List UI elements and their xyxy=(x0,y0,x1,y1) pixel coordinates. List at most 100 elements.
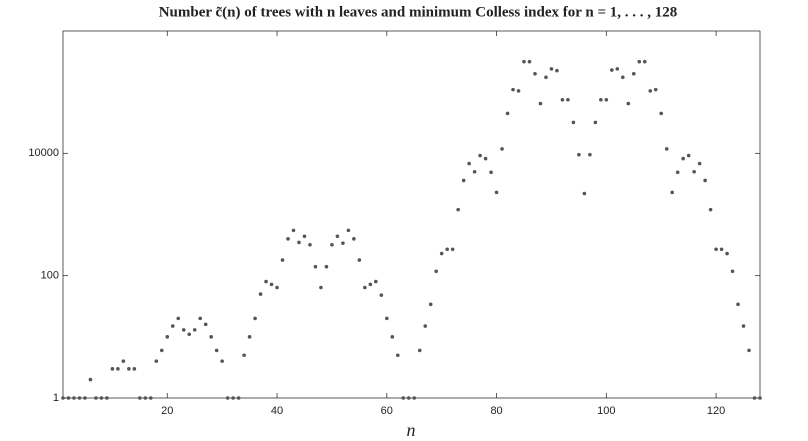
point xyxy=(500,147,504,151)
point xyxy=(582,191,587,196)
point xyxy=(346,228,351,233)
point xyxy=(242,353,246,358)
point xyxy=(406,396,411,400)
point xyxy=(483,156,488,161)
point xyxy=(401,396,406,400)
point xyxy=(110,367,115,371)
point xyxy=(555,68,559,73)
point xyxy=(571,120,576,125)
point xyxy=(538,101,543,106)
point xyxy=(105,396,109,400)
x-tick-label: 20 xyxy=(161,405,173,417)
x-tick-label: 60 xyxy=(381,405,393,417)
point xyxy=(489,170,493,175)
point xyxy=(456,207,460,212)
point xyxy=(708,207,713,212)
point xyxy=(653,87,658,92)
point xyxy=(686,153,691,158)
point xyxy=(275,285,279,290)
point xyxy=(313,264,318,269)
point xyxy=(670,190,674,195)
point xyxy=(730,269,735,274)
point xyxy=(703,178,707,183)
point xyxy=(214,348,219,353)
point xyxy=(681,156,685,161)
point xyxy=(588,152,592,157)
point xyxy=(170,324,175,328)
x-axis-label: n xyxy=(407,420,416,440)
point xyxy=(374,279,378,284)
point xyxy=(642,59,647,64)
point xyxy=(127,367,131,371)
point xyxy=(566,98,570,102)
chart-title: Number c̃(n) of trees with n leaves and … xyxy=(159,4,678,20)
point xyxy=(417,348,422,353)
point xyxy=(719,247,724,252)
point xyxy=(138,396,142,400)
point xyxy=(72,396,76,400)
point xyxy=(225,396,230,400)
point xyxy=(697,161,702,166)
point xyxy=(280,258,285,262)
point xyxy=(181,328,186,332)
point xyxy=(258,292,263,296)
point xyxy=(395,353,400,358)
point xyxy=(231,396,235,400)
point xyxy=(143,396,148,400)
point xyxy=(302,234,307,239)
point xyxy=(631,71,636,76)
point xyxy=(560,98,565,102)
y-tick-label: 10000 xyxy=(28,147,59,159)
point xyxy=(341,241,345,245)
point xyxy=(330,242,334,247)
x-tick-label: 40 xyxy=(271,405,283,417)
point xyxy=(736,302,740,307)
point xyxy=(664,147,669,151)
point xyxy=(368,282,373,287)
point xyxy=(758,396,762,400)
point xyxy=(533,71,537,76)
point xyxy=(198,316,203,321)
point xyxy=(149,396,153,400)
point xyxy=(461,178,466,183)
point xyxy=(77,396,82,400)
point xyxy=(527,59,532,64)
point xyxy=(352,237,356,241)
point xyxy=(604,98,609,102)
point xyxy=(752,396,757,400)
point xyxy=(648,89,653,93)
point xyxy=(714,247,718,252)
x-tick-label: 120 xyxy=(707,405,725,417)
point xyxy=(450,247,455,252)
point xyxy=(385,316,389,321)
point xyxy=(599,98,603,102)
point xyxy=(412,396,417,400)
y-tick-label: 1 xyxy=(53,392,59,404)
point xyxy=(511,87,515,92)
point xyxy=(620,75,625,80)
point xyxy=(357,258,362,262)
point xyxy=(264,279,268,284)
point xyxy=(253,316,257,321)
point xyxy=(390,335,395,339)
point xyxy=(610,68,614,72)
point xyxy=(505,111,510,116)
point xyxy=(159,348,164,353)
point xyxy=(549,67,554,71)
point xyxy=(291,228,296,233)
point xyxy=(154,359,159,363)
point xyxy=(286,237,290,241)
point xyxy=(692,169,696,174)
y-tick-label: 100 xyxy=(41,270,59,282)
point xyxy=(747,348,751,353)
point xyxy=(626,101,631,106)
point xyxy=(319,285,323,290)
x-tick-label: 100 xyxy=(597,405,615,417)
point xyxy=(439,251,444,256)
point xyxy=(659,111,664,116)
point xyxy=(269,282,274,287)
point xyxy=(66,396,71,400)
point xyxy=(203,322,208,327)
point xyxy=(187,332,192,337)
